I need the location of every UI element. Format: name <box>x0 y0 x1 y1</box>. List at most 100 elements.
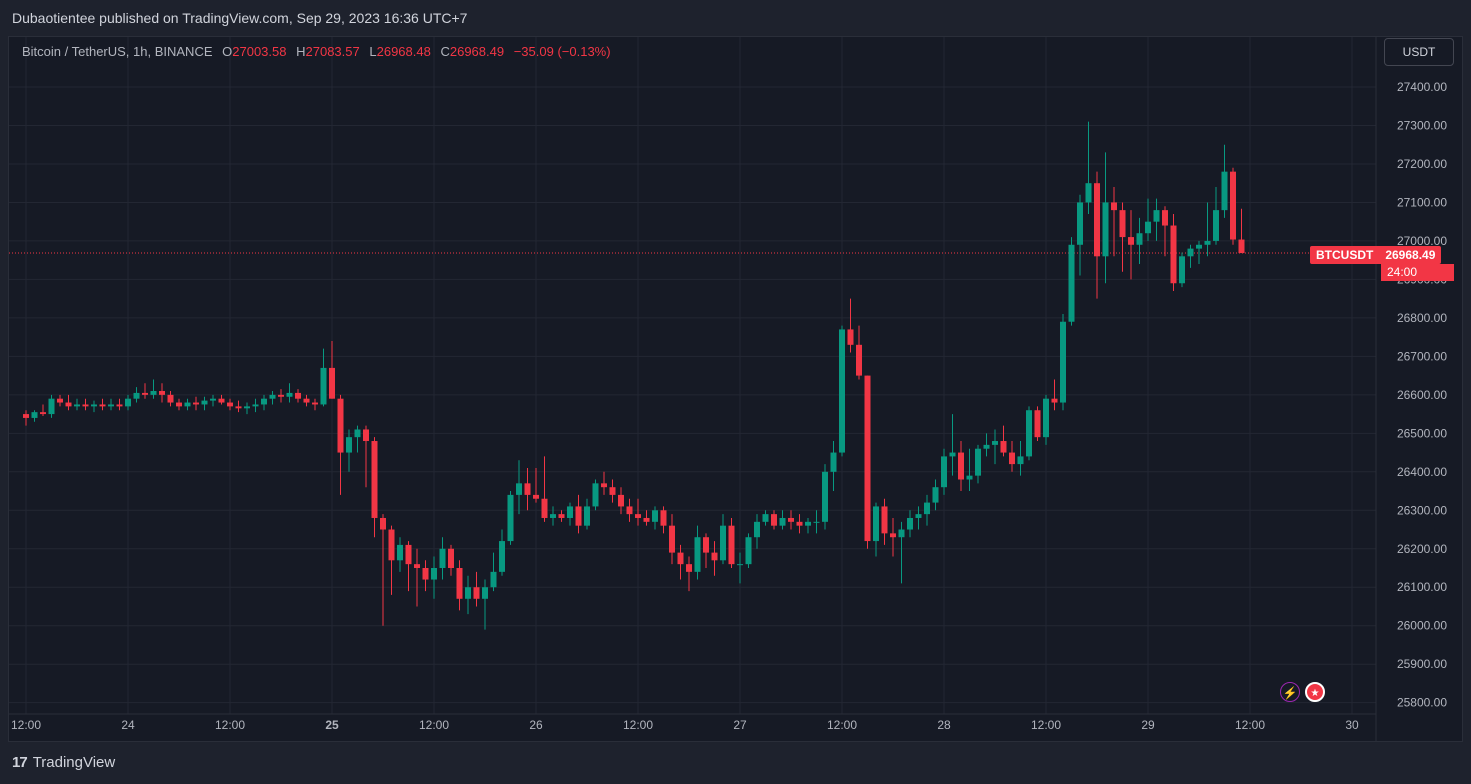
legend-high-label: H <box>296 44 306 59</box>
candle-body <box>278 394 284 397</box>
y-tick-label: 26700.00 <box>1397 349 1447 363</box>
candle-body <box>618 494 624 507</box>
candle-body <box>397 544 403 561</box>
chart-pane[interactable] <box>8 36 1463 742</box>
candle-body <box>1136 233 1143 245</box>
candle-body <box>465 587 471 599</box>
candle-body <box>167 394 174 403</box>
candle-body <box>1162 210 1168 226</box>
x-tick-label: 12:00 <box>1235 718 1265 732</box>
candle-body <box>686 564 692 572</box>
candle-body <box>40 412 46 415</box>
legend-open-value: 27003.58 <box>232 44 287 59</box>
candle-body <box>337 398 344 453</box>
candle-body <box>1119 210 1126 238</box>
legend-close-value: 26968.49 <box>449 44 505 59</box>
candle-body <box>439 548 446 568</box>
candle-body <box>159 390 165 395</box>
candle-body <box>601 483 607 488</box>
candle-body <box>116 404 123 407</box>
candle-body <box>405 544 412 565</box>
bottom-bar <box>0 742 1471 784</box>
y-tick-label: 26100.00 <box>1397 580 1447 594</box>
candle-body <box>354 429 361 438</box>
candle-body <box>898 529 905 538</box>
candle-body <box>74 404 80 407</box>
candle-body <box>227 402 233 407</box>
candle-body <box>1017 456 1024 465</box>
currency-button[interactable]: USDT <box>1384 38 1454 66</box>
candle-body <box>533 494 539 499</box>
candle-body <box>1009 452 1015 465</box>
candle-body <box>371 441 378 518</box>
x-tick-label: 12:00 <box>623 718 653 732</box>
candle-body <box>507 494 514 542</box>
chart-legend: Bitcoin / TetherUS, 1h, BINANCE O27003.5… <box>22 44 611 59</box>
candle-body <box>1204 240 1211 245</box>
candle-body <box>592 483 599 507</box>
candle-body <box>1213 210 1219 241</box>
legend-low-value: 26968.48 <box>376 44 431 59</box>
candle-body <box>490 571 497 588</box>
grid-lines <box>9 37 1377 741</box>
x-axis: 12:00 24 12:00 25 12:00 26 12:00 27 12:00 28 12:00… <box>11 718 1359 732</box>
candle-body <box>431 568 437 580</box>
candle-body <box>303 398 310 403</box>
candle-body <box>1145 221 1151 234</box>
candle-body <box>830 452 837 472</box>
candle-body <box>779 517 786 526</box>
x-tick-label: 27 <box>733 718 747 732</box>
candle-body <box>541 498 548 518</box>
y-axis: 27400.00 27300.00 27200.00 27100.00 27000.00… <box>1397 80 1447 710</box>
candle-body <box>796 521 803 526</box>
candle-body <box>1187 248 1194 257</box>
candle-body <box>635 514 641 518</box>
candle-body <box>329 367 335 399</box>
candle-body <box>558 514 565 518</box>
y-tick-label: 27000.00 <box>1397 234 1447 248</box>
candle-body <box>1153 210 1160 222</box>
x-tick-label: 12:00 <box>419 718 449 732</box>
candle-body <box>269 394 276 399</box>
candle-body <box>1060 321 1066 403</box>
candle-body <box>703 537 709 553</box>
candle-body <box>312 402 318 405</box>
candle-body <box>669 525 675 553</box>
lightning-icon[interactable]: ⚡ <box>1280 682 1300 702</box>
y-tick-label: 26500.00 <box>1397 426 1447 440</box>
candle-body <box>346 437 352 453</box>
candle-body <box>1221 171 1228 211</box>
x-tick-label: 12:00 <box>11 718 41 732</box>
tradingview-brand[interactable]: 17 TradingView <box>12 754 115 771</box>
candle-body <box>142 392 148 395</box>
tradingview-logo-icon: 17 <box>12 754 28 771</box>
x-tick-label: 29 <box>1141 718 1155 732</box>
candle-body <box>380 517 386 530</box>
candle-body <box>771 514 777 526</box>
candle-body <box>864 375 871 542</box>
candle-body <box>48 398 55 415</box>
candle-body <box>1085 183 1092 203</box>
candle-body <box>711 552 718 561</box>
candle-body <box>737 564 743 566</box>
candle-body <box>890 533 896 538</box>
candle-body <box>1179 256 1185 284</box>
candle-body <box>992 441 998 445</box>
candle-body <box>218 398 225 403</box>
candle-body <box>839 329 845 453</box>
candle-body <box>1238 239 1245 254</box>
candle-body <box>907 517 913 530</box>
candle-body <box>516 483 522 495</box>
candle-body <box>652 510 658 522</box>
candle-body <box>813 521 820 523</box>
candle-body <box>660 510 667 526</box>
candle-body <box>941 456 947 488</box>
candle-body <box>482 587 488 599</box>
x-tick-label: 24 <box>121 718 135 732</box>
candle-body <box>1000 441 1007 453</box>
candle-body <box>694 537 701 572</box>
us-flag-icon[interactable]: ★ <box>1305 682 1325 702</box>
candle-body <box>754 521 760 538</box>
y-tick-label: 27300.00 <box>1397 118 1447 132</box>
